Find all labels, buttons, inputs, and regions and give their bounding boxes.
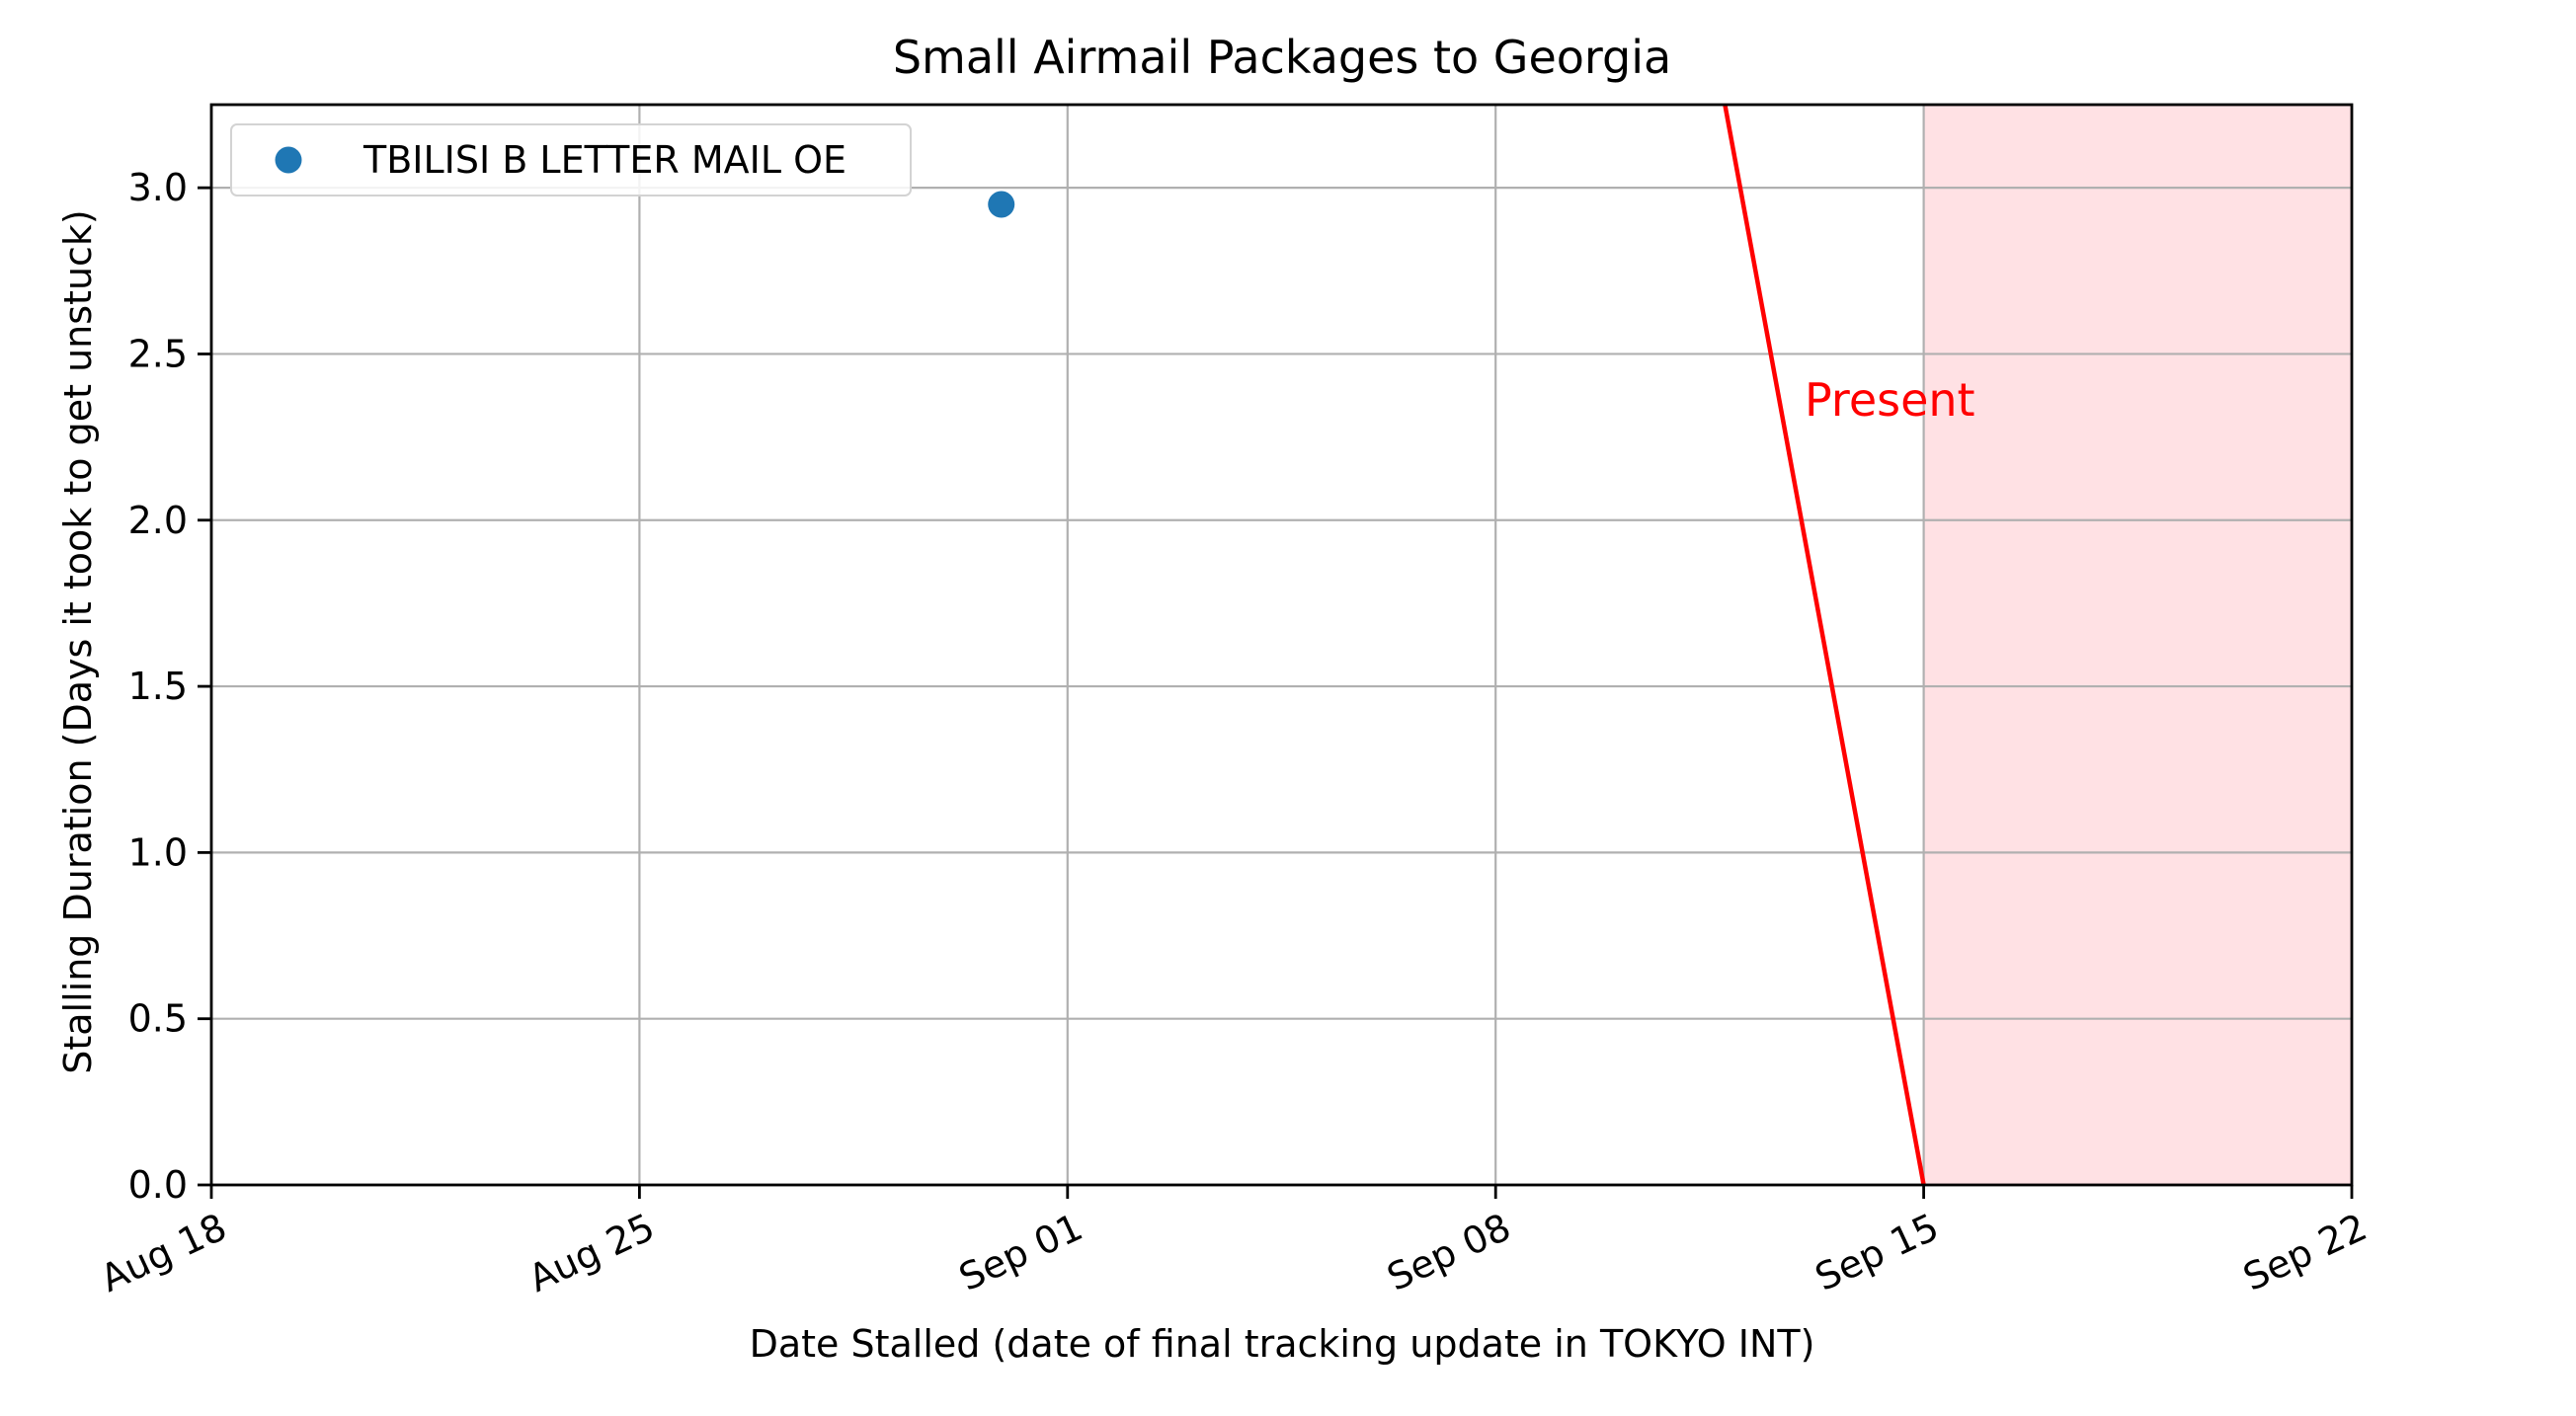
y-tick-label-1: 0.5 <box>128 997 188 1041</box>
x-tick-label-3: Sep 08 <box>1381 1205 1517 1299</box>
legend-box <box>230 123 912 197</box>
present-shade-layer <box>1923 105 2352 1185</box>
x-tick-label-0: Aug 18 <box>94 1205 233 1300</box>
y-tick-label-0: 0.0 <box>128 1163 188 1207</box>
y-tick-label-2: 1.0 <box>128 830 188 874</box>
present-shaded-region <box>1923 105 2352 1185</box>
y-axis-label: Stalling Duration (Days it took to get u… <box>56 209 100 1074</box>
data-point-0-0 <box>988 191 1015 218</box>
present-label: Present <box>1805 373 1975 427</box>
y-tick-label-5: 2.5 <box>128 332 188 375</box>
legend-marker-0 <box>275 146 302 174</box>
plot-frame <box>209 103 2354 1187</box>
legend-label-0: TBILISI B LETTER MAIL OE <box>362 138 846 182</box>
x-tick-label-5: Sep 22 <box>2237 1205 2374 1299</box>
x-tick-label-1: Aug 25 <box>523 1205 662 1300</box>
x-axis-label: Date Stalled (date of final tracking upd… <box>750 1322 1815 1366</box>
y-tick-label-6: 3.0 <box>128 166 188 209</box>
x-tick-label-4: Sep 15 <box>1809 1205 1945 1299</box>
y-tick-label-4: 2.0 <box>128 499 188 542</box>
present-line <box>1723 104 1926 1186</box>
points-layer <box>988 191 1015 218</box>
chart-title: Small Airmail Packages to Georgia <box>893 31 1671 84</box>
y-tick-label-3: 1.5 <box>128 665 188 708</box>
x-tick-label-2: Sep 01 <box>952 1205 1088 1299</box>
axes-layer <box>209 103 2354 1187</box>
present-line-layer <box>1723 104 1926 1186</box>
legend: TBILISI B LETTER MAIL OE <box>230 123 912 197</box>
